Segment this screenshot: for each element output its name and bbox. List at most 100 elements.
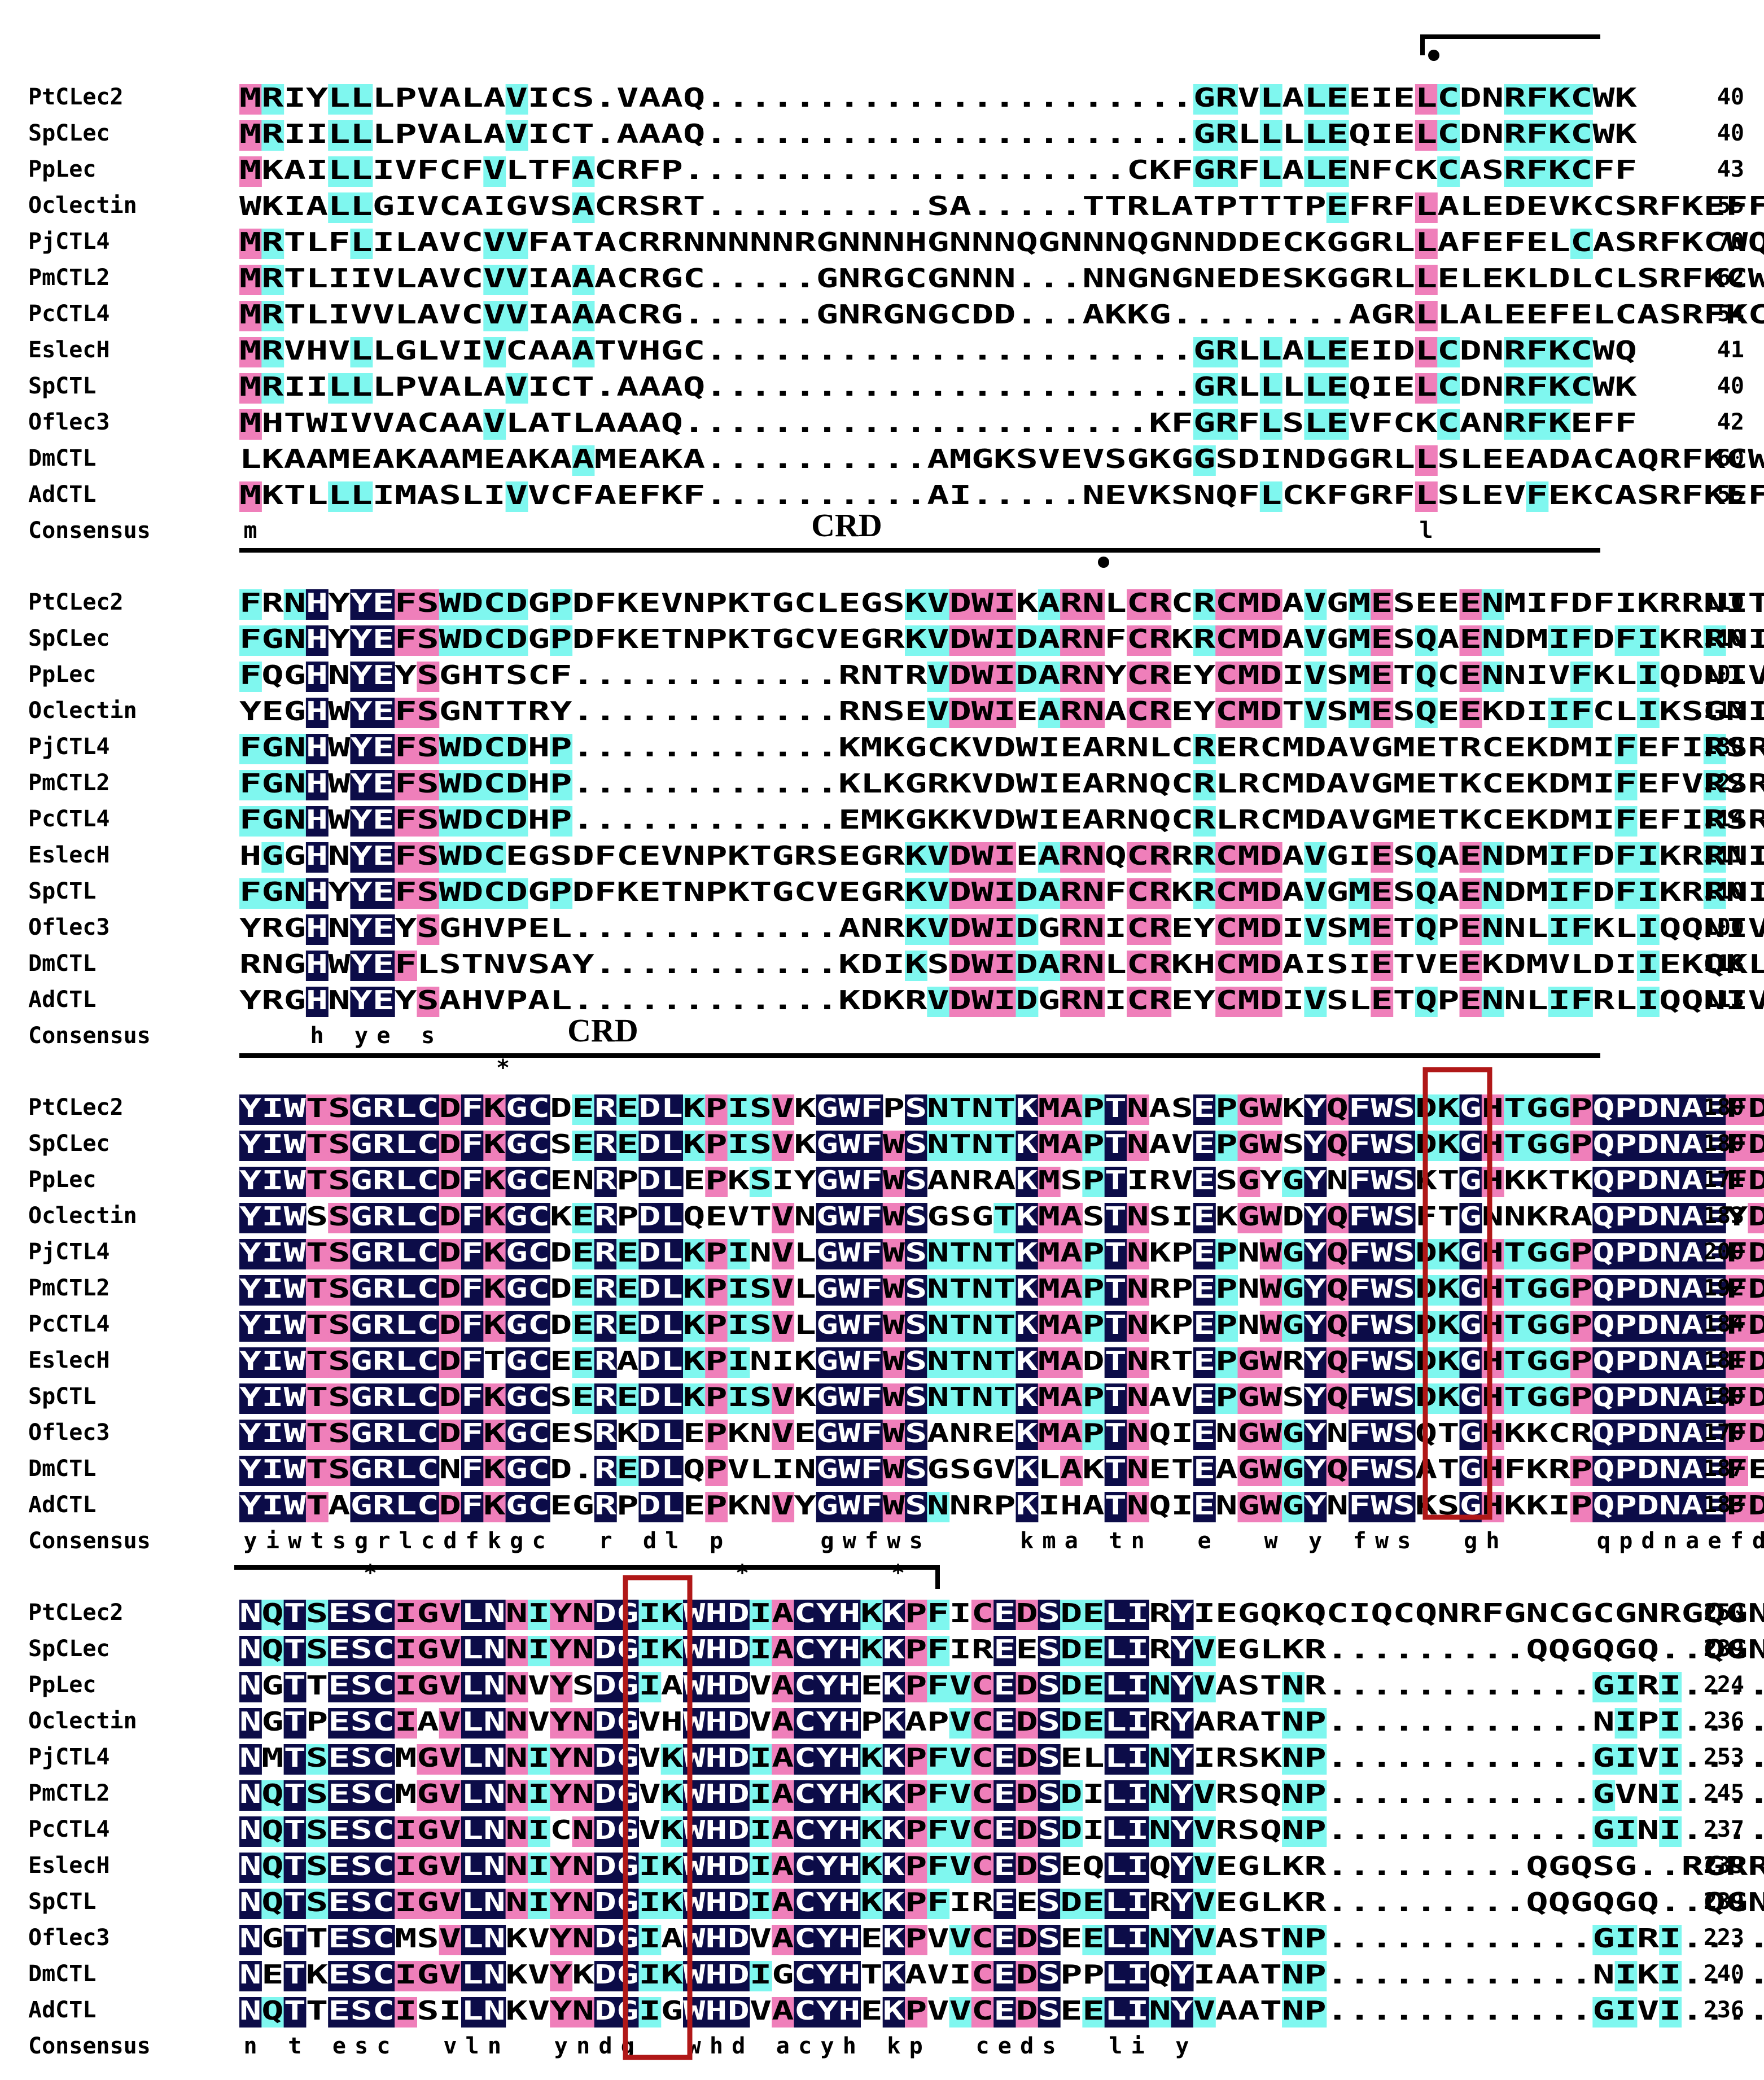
residue-shade [1082, 589, 1105, 620]
residue-position-number: 245 [1704, 1780, 1744, 1806]
residue-shade [1060, 589, 1083, 620]
residue-shade [505, 481, 528, 512]
residue-shade [1259, 84, 1282, 115]
residue-shade [350, 120, 373, 151]
residue-shade [483, 156, 506, 187]
residue-shade [1193, 409, 1216, 440]
residue-shade [1504, 84, 1526, 115]
consensus-label: Consensus [28, 1528, 151, 1554]
consensus-residue: y [354, 1023, 368, 1049]
consensus-residue: w [1264, 1528, 1278, 1554]
residue-shade [1304, 156, 1327, 187]
residue-shade [1526, 84, 1549, 115]
consensus-label: Consensus [28, 2033, 151, 2059]
residue-shade [1526, 409, 1549, 440]
consensus-residue: h [1486, 1528, 1499, 1554]
sequence-text-layer: PtCLec2 M R I Y L L L P V A L A V I C S. V A A Q............… [28, 82, 1764, 2060]
sequence-name: AdCTL [28, 481, 96, 507]
consensus-label: Consensus [28, 1023, 151, 1049]
residue-shade [1548, 156, 1571, 187]
residue-shade [1548, 120, 1571, 151]
cysteine-asterisk: * [496, 1055, 510, 1081]
sequence-name: Oclectin [28, 1708, 137, 1734]
sequence-name: PtCLec2 [28, 1094, 124, 1120]
residue-position-number: 113 [1704, 987, 1744, 1013]
residue-shading-layer [239, 84, 1764, 2028]
residue-shade [261, 301, 284, 331]
consensus-residue: d [732, 2033, 745, 2059]
residue-shade [239, 120, 262, 151]
sequence-name: PpLec [28, 1167, 96, 1193]
residue-position-number: 180 [1704, 1094, 1744, 1120]
residue-shade [1193, 156, 1216, 187]
residue-shade [572, 265, 595, 295]
sequence-name: EslecH [28, 1347, 110, 1373]
residue-position-number: 122 [1704, 770, 1744, 796]
sequence-name: PtCLec2 [28, 589, 124, 615]
sequence-name: DmCTL [28, 445, 96, 471]
consensus-residue: g [510, 1528, 523, 1554]
residue-shade [572, 192, 595, 223]
residue-shade [1526, 156, 1549, 187]
residue-shade [1437, 409, 1460, 440]
sequence-name: AdCTL [28, 987, 96, 1013]
consensus-residue: f [1353, 1528, 1367, 1554]
consensus-residue: w [288, 1528, 302, 1554]
residue-position-number: 100 [1704, 914, 1744, 940]
residue-shade [1215, 409, 1238, 440]
residue-shade [1193, 445, 1216, 476]
residue-shade [1304, 589, 1327, 620]
residue-position-number: 239 [1704, 1889, 1744, 1915]
consensus-residue: l [1419, 518, 1433, 544]
consensus-residue: n [1131, 1528, 1145, 1554]
residue-shade [1415, 301, 1438, 331]
residue-shade [483, 229, 506, 259]
residue-position-number: 118 [1704, 951, 1744, 976]
cysteine-asterisk: * [364, 1560, 377, 1586]
consensus-residue: m [244, 518, 257, 544]
sequence-name: PjCTL4 [28, 1744, 110, 1770]
consensus-residue: s [421, 1023, 435, 1049]
consensus-residue: c [421, 1528, 435, 1554]
residue-shade [350, 337, 373, 367]
residue-shade [328, 120, 351, 151]
sequence-name: SpCTL [28, 1889, 96, 1915]
residue-position-number: 184 [1704, 1311, 1744, 1337]
residue-position-number: 110 [1704, 625, 1744, 651]
residue-shade [927, 589, 950, 620]
consensus-residue: w [887, 1528, 901, 1554]
residue-shade [572, 156, 595, 187]
sequence-name: Oflec3 [28, 1925, 110, 1951]
consensus-residue: e [1708, 1528, 1721, 1554]
sequence-name: PjCTL4 [28, 734, 110, 760]
residue-shade [1570, 120, 1593, 151]
consensus-residue: y [1308, 1528, 1322, 1554]
residue-position-number: 60 [1717, 445, 1744, 471]
residue-shade [1437, 84, 1460, 115]
residue-position-number: 41 [1717, 337, 1744, 363]
consensus-residue: n [244, 2033, 257, 2059]
consensus-residue: t [310, 1528, 323, 1554]
residue-shade [1326, 120, 1349, 151]
consensus-residue: l [466, 2033, 479, 2059]
consensus-residue: w [1375, 1528, 1389, 1554]
residue-shade [1215, 156, 1238, 187]
residue-position-number: 170 [1704, 1420, 1744, 1446]
cysteine-asterisk: * [736, 1560, 749, 1586]
residue-shade [239, 337, 262, 367]
residue-position-number: 171 [1704, 1167, 1744, 1193]
sequence-name: PtCLec2 [28, 1600, 124, 1626]
residue-shade [350, 229, 373, 259]
sequence-name: PmCTL2 [28, 1275, 110, 1301]
